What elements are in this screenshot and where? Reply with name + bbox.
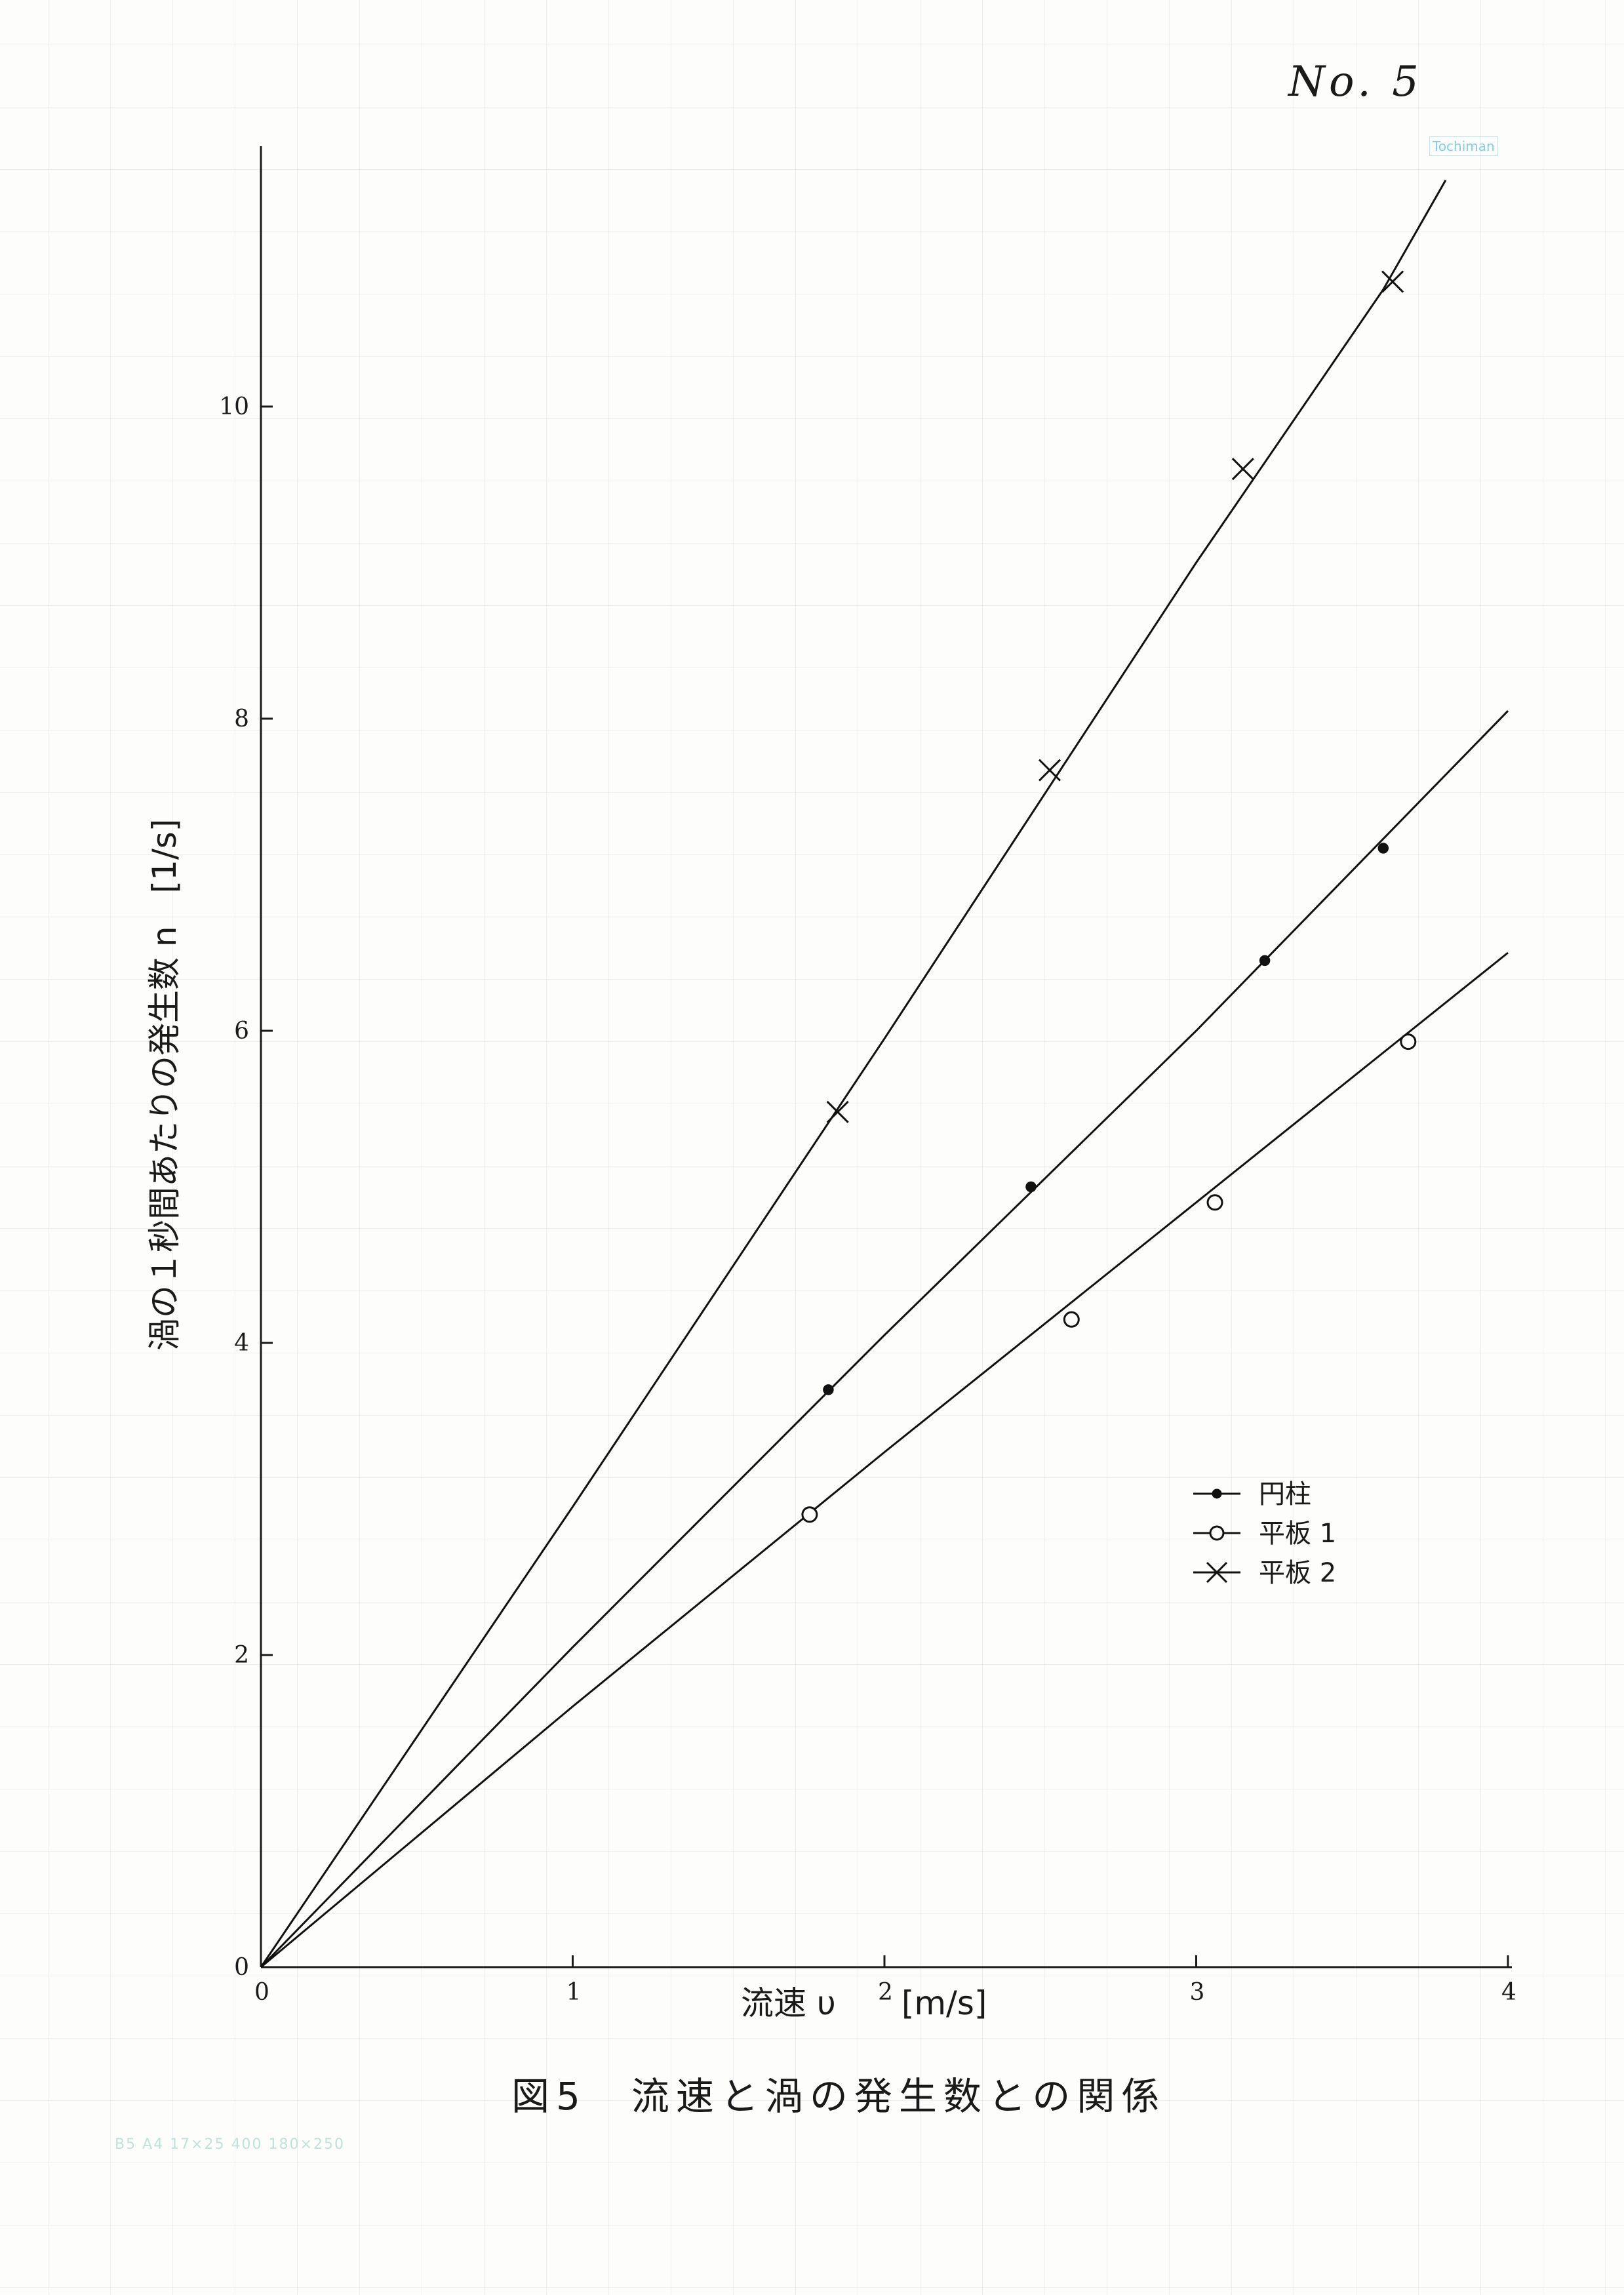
page-number: No. 5 <box>1288 58 1423 106</box>
data-point-series-2 <box>1063 1311 1080 1328</box>
legend-item: 平板 2 <box>1193 1558 1336 1588</box>
data-point-series-1 <box>1377 843 1389 854</box>
x-tick-label: 3 <box>1190 1979 1205 2006</box>
x-tick-label: 2 <box>878 1979 893 2006</box>
cross-stroke <box>1381 270 1404 293</box>
y-axis-title: 渦の１秒間あたりの発生数 n [1/s] <box>146 819 184 1351</box>
legend-label: 円柱 <box>1259 1479 1311 1509</box>
y-tick-label: 8 <box>234 706 249 732</box>
fit-line-series-3 <box>260 180 1447 1968</box>
y-tick-label: 4 <box>234 1330 249 1357</box>
data-point-series-1 <box>1259 955 1271 967</box>
cross-stroke <box>826 1100 849 1123</box>
cross-stroke <box>1231 458 1254 481</box>
legend-label: 平板 2 <box>1259 1558 1336 1588</box>
figure-caption: 図5 流速と渦の発生数との関係 <box>511 2074 1166 2119</box>
y-tick-label: 10 <box>219 393 249 420</box>
legend-marker <box>1212 1488 1222 1499</box>
data-point-series-3 <box>1381 270 1404 293</box>
fit-line-series-1 <box>260 710 1509 1968</box>
paper-brand-stamp: Tochiman <box>1429 136 1498 156</box>
data-point-series-2 <box>1400 1033 1417 1050</box>
y-tick-label: 6 <box>234 1018 249 1045</box>
x-tick-label: 0 <box>254 1979 269 2006</box>
legend-marker <box>1206 1561 1228 1584</box>
chart-axes: 0 1 2 3 4 0 2 4 6 8 10 <box>219 146 1516 2006</box>
data-point-series-1 <box>1025 1181 1037 1193</box>
paper-spec-print: B5 A4 17×25 400 180×250 <box>115 2136 345 2153</box>
x-tick-label: 4 <box>1501 1979 1516 2006</box>
y-tick-label: 2 <box>234 1642 249 1669</box>
x-axis-title: 流速 υ [m/s] <box>741 1984 987 2022</box>
cross-stroke <box>1038 759 1061 782</box>
y-tick-label: 0 <box>234 1954 249 1981</box>
data-point-series-3 <box>1038 759 1061 782</box>
data-points <box>801 270 1417 1523</box>
axis-labels: 流速 υ [m/s] 渦の１秒間あたりの発生数 n [1/s] <box>146 819 987 2022</box>
legend-item: 円柱 <box>1193 1479 1311 1509</box>
legend-item: 平板 1 <box>1193 1519 1336 1549</box>
x-tick-label: 1 <box>566 1979 582 2006</box>
data-point-series-3 <box>1231 458 1254 481</box>
data-point-series-1 <box>823 1384 834 1395</box>
fit-line-series-2 <box>260 951 1509 1968</box>
fit-lines <box>260 180 1509 1968</box>
data-point-series-2 <box>801 1506 818 1523</box>
legend-label: 平板 1 <box>1259 1519 1336 1549</box>
data-point-series-2 <box>1206 1194 1223 1211</box>
data-point-series-3 <box>826 1100 849 1123</box>
cross-stroke <box>1206 1561 1228 1584</box>
legend-marker <box>1209 1525 1225 1541</box>
